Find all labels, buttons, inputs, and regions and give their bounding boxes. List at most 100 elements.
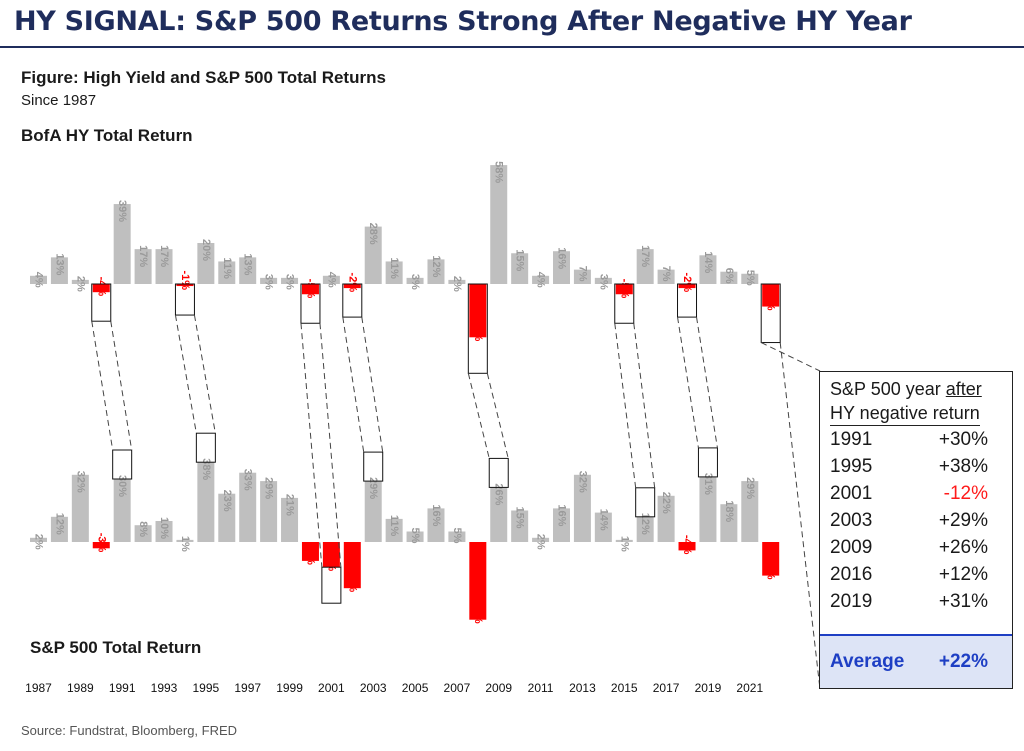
table-row-year: 2016	[830, 564, 873, 585]
bar-hy-2014	[594, 277, 612, 284]
data-label-hy-2018: -2%	[681, 273, 693, 293]
data-label-hy-1990: -4%	[95, 277, 107, 297]
data-label-hy-1999: 3%	[284, 274, 296, 290]
data-label-sp-2010: 15%	[514, 507, 526, 529]
x-tick-label-2013: 2013	[569, 681, 596, 695]
data-label-sp-2016: 12%	[639, 513, 651, 535]
bar-sp-1996	[218, 493, 236, 542]
bar-sp-2001	[322, 542, 340, 568]
highlight-box-hy-2008	[467, 283, 488, 374]
bar-sp-2012	[553, 508, 570, 542]
bar-hy-1989	[71, 279, 89, 284]
table-row-year: 1991	[830, 429, 873, 450]
bar-sp-2000	[301, 542, 319, 561]
table-row: 1991 +30%	[820, 426, 1012, 453]
data-label-hy-1997: 13%	[242, 253, 254, 275]
x-tick-label-2005: 2005	[402, 681, 429, 695]
table-header-emph: after	[945, 379, 982, 399]
highlight-box-hy-2018	[677, 283, 698, 318]
data-label-hy-2004: 11%	[388, 257, 400, 279]
table-row-year: 1995	[830, 456, 873, 477]
bar-sp-1989	[71, 474, 89, 542]
bar-sp-1991	[113, 479, 131, 542]
x-tick-label-2019: 2019	[695, 681, 722, 695]
data-label-sp-1996: 23%	[221, 490, 233, 512]
table-row-value: +26%	[938, 537, 988, 558]
connector-right-2000	[319, 323, 342, 568]
bar-hy-1994	[176, 284, 194, 287]
data-label-sp-1995: 38%	[200, 458, 212, 480]
highlight-box-hy-2022	[760, 283, 781, 344]
callout-connector-top	[760, 342, 821, 372]
data-label-hy-2001: 4%	[325, 272, 337, 288]
bar-hy-2000	[301, 284, 319, 295]
connector-right-2018	[696, 317, 718, 448]
bar-hy-1992	[134, 249, 152, 284]
x-tick-label-1995: 1995	[193, 681, 220, 695]
data-label-hy-2009: 58%	[493, 161, 505, 183]
bar-hy-2015	[615, 284, 633, 295]
x-tick-label-2001: 2001	[318, 681, 345, 695]
x-tick-label-1999: 1999	[276, 681, 303, 695]
bar-sp-1998	[260, 481, 278, 542]
connector-left-2002	[342, 317, 365, 453]
bar-sp-2010	[511, 510, 529, 542]
bar-sp-2006	[427, 508, 445, 542]
data-label-sp-2000: -9%	[304, 545, 316, 565]
bar-hy-2020	[720, 271, 738, 284]
table-row-year: 2001	[830, 483, 873, 504]
data-label-hy-1992: 17%	[137, 245, 149, 267]
connector-right-2002	[361, 317, 384, 453]
highlight-box-sp-2009	[488, 457, 509, 488]
x-tick-label-2017: 2017	[653, 681, 680, 695]
bar-sp-2005	[406, 531, 424, 542]
x-tick-label-2003: 2003	[360, 681, 387, 695]
bar-sp-1995	[197, 462, 215, 542]
x-tick-label-1997: 1997	[234, 681, 261, 695]
data-label-sp-2007: 5%	[451, 528, 463, 544]
data-label-hy-2002: -2%	[346, 273, 358, 293]
highlight-box-sp-1991	[112, 449, 133, 480]
bar-hy-1991	[113, 204, 131, 284]
connector-right-2015	[633, 323, 656, 488]
highlight-box-hy-1990	[91, 283, 112, 322]
data-label-hy-2012: 16%	[556, 247, 568, 269]
bar-sp-1994	[176, 539, 194, 542]
data-label-sp-1988: 12%	[53, 513, 65, 535]
bar-hy-2008	[469, 284, 487, 338]
sp-panel-label: S&P 500 Total Return	[30, 638, 202, 657]
data-label-hy-2013: 7%	[576, 266, 588, 282]
average-value: +22%	[938, 651, 988, 672]
bar-hy-2018	[678, 284, 696, 289]
data-label-sp-1989: 32%	[74, 471, 86, 493]
callout-connector-bottom	[779, 342, 821, 690]
data-label-hy-2020: 6%	[723, 268, 735, 284]
data-label-hy-2021: 5%	[744, 270, 756, 286]
data-label-sp-2013: 32%	[576, 471, 588, 493]
table-row-value: +29%	[938, 510, 988, 531]
data-label-hy-2019: 14%	[702, 251, 714, 273]
data-label-hy-1995: 20%	[200, 239, 212, 261]
bar-sp-2007	[448, 531, 466, 542]
data-label-sp-2001: -12%	[325, 546, 337, 572]
data-label-sp-2014: 14%	[597, 509, 609, 531]
table-row-value: -12%	[943, 483, 988, 504]
bar-sp-2004	[385, 518, 403, 542]
bar-sp-1992	[134, 525, 152, 542]
bar-hy-2005	[406, 277, 424, 284]
table-row-year: 2019	[830, 591, 873, 612]
bar-sp-1993	[155, 521, 173, 542]
bar-sp-2002	[343, 542, 361, 589]
x-tick-label-2011: 2011	[528, 681, 554, 695]
page-headline: HY SIGNAL: S&P 500 Returns Strong After …	[14, 6, 912, 37]
bar-sp-2017	[657, 495, 675, 542]
x-tick-label-1993: 1993	[151, 681, 178, 695]
connector-left-2018	[677, 317, 699, 448]
data-label-hy-2017: 7%	[660, 266, 672, 282]
data-label-sp-2008: -37%	[472, 598, 484, 624]
data-label-hy-1991: 39%	[116, 200, 128, 222]
data-label-hy-2014: 3%	[597, 274, 609, 290]
highlight-box-hy-1994	[174, 283, 195, 316]
data-label-hy-1993: 17%	[158, 245, 170, 267]
